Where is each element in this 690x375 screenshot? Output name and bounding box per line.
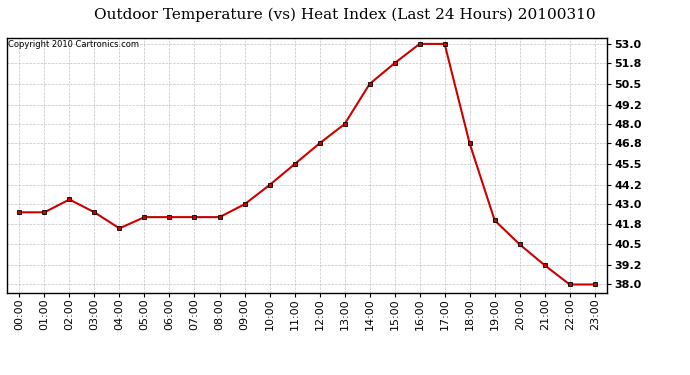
Text: Outdoor Temperature (vs) Heat Index (Last 24 Hours) 20100310: Outdoor Temperature (vs) Heat Index (Las…: [95, 8, 595, 22]
Text: Copyright 2010 Cartronics.com: Copyright 2010 Cartronics.com: [8, 40, 139, 49]
